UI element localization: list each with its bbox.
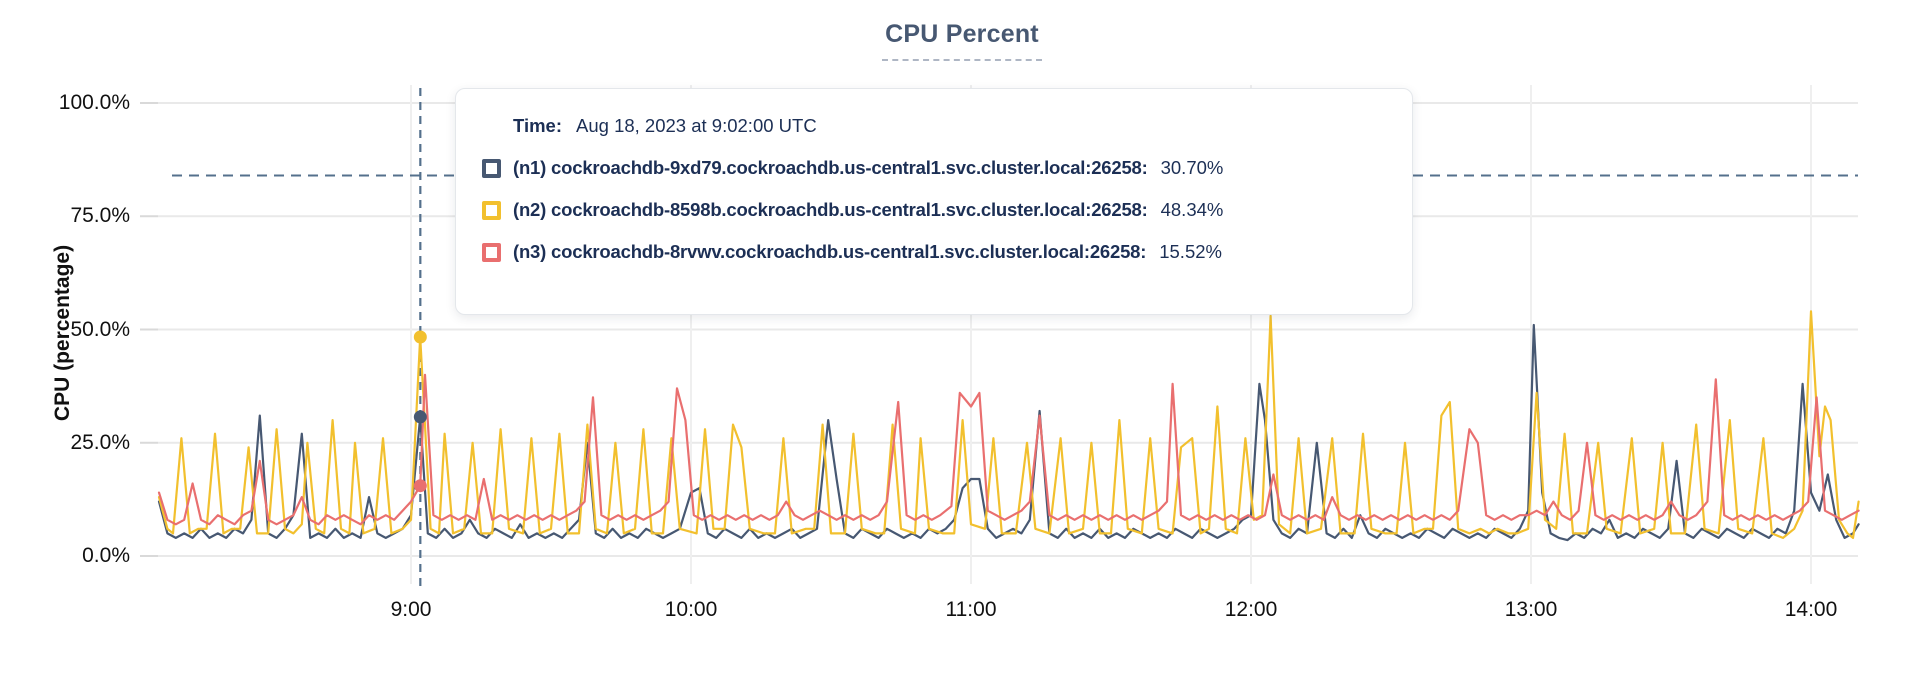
- x-tick-label-10: 10:00: [664, 598, 718, 621]
- x-tick-label-11: 11:00: [945, 598, 997, 621]
- series-n3-swatch-icon: [482, 242, 501, 262]
- series-line-n2: [157, 310, 1860, 540]
- x-tick-label-13: 13:00: [1504, 598, 1558, 621]
- series-n1-swatch-icon: [482, 158, 501, 178]
- tooltip-series-label: (n1) cockroachdb-9xd79.cockroachdb.us-ce…: [513, 157, 1148, 178]
- tooltip-time-row: Time: Aug 18, 2023 at 9:02:00 UTC: [513, 115, 1388, 137]
- tooltip-series-label: (n2) cockroachdb-8598b.cockroachdb.us-ce…: [513, 199, 1148, 220]
- tooltip-series-row-n2: (n2) cockroachdb-8598b.cockroachdb.us-ce…: [482, 199, 1388, 221]
- y-tick-label-0: 0.0%: [82, 544, 130, 567]
- series-line-n3: [157, 373, 1860, 526]
- y-tick-label-50: 50.0%: [70, 318, 130, 341]
- y-tick-label-25: 25.0%: [70, 431, 130, 454]
- hover-dot-n2: [413, 330, 427, 344]
- tooltip-series-row-n1: (n1) cockroachdb-9xd79.cockroachdb.us-ce…: [482, 157, 1388, 179]
- series-n2-swatch-icon: [482, 200, 501, 220]
- tooltip-series-value: 48.34%: [1160, 199, 1224, 220]
- hover-dot-n1: [413, 410, 427, 424]
- series-line-n1: [157, 323, 1860, 542]
- x-tick-label-14: 14:00: [1784, 598, 1838, 621]
- chart-tooltip: Time: Aug 18, 2023 at 9:02:00 UTC (n1) co…: [455, 88, 1413, 315]
- tooltip-time-label: Time:: [513, 115, 563, 136]
- tooltip-time-value: Aug 18, 2023 at 9:02:00 UTC: [576, 115, 817, 136]
- tooltip-series-value: 30.70%: [1160, 157, 1224, 178]
- x-tick-label-12: 12:00: [1224, 598, 1278, 621]
- tooltip-series-label: (n3) cockroachdb-8rvwv.cockroachdb.us-ce…: [513, 241, 1147, 262]
- hover-dot-n3: [413, 479, 427, 493]
- y-tick-label-75: 75.0%: [70, 204, 130, 227]
- chart-title-wrap: CPU Percent: [0, 20, 1924, 61]
- chart-title: CPU Percent: [882, 20, 1042, 61]
- y-tick-label-100: 100.0%: [58, 91, 130, 114]
- tooltip-series-row-n3: (n3) cockroachdb-8rvwv.cockroachdb.us-ce…: [482, 241, 1388, 263]
- tooltip-series-value: 15.52%: [1159, 241, 1222, 262]
- x-tick-label-9: 9:00: [390, 598, 432, 621]
